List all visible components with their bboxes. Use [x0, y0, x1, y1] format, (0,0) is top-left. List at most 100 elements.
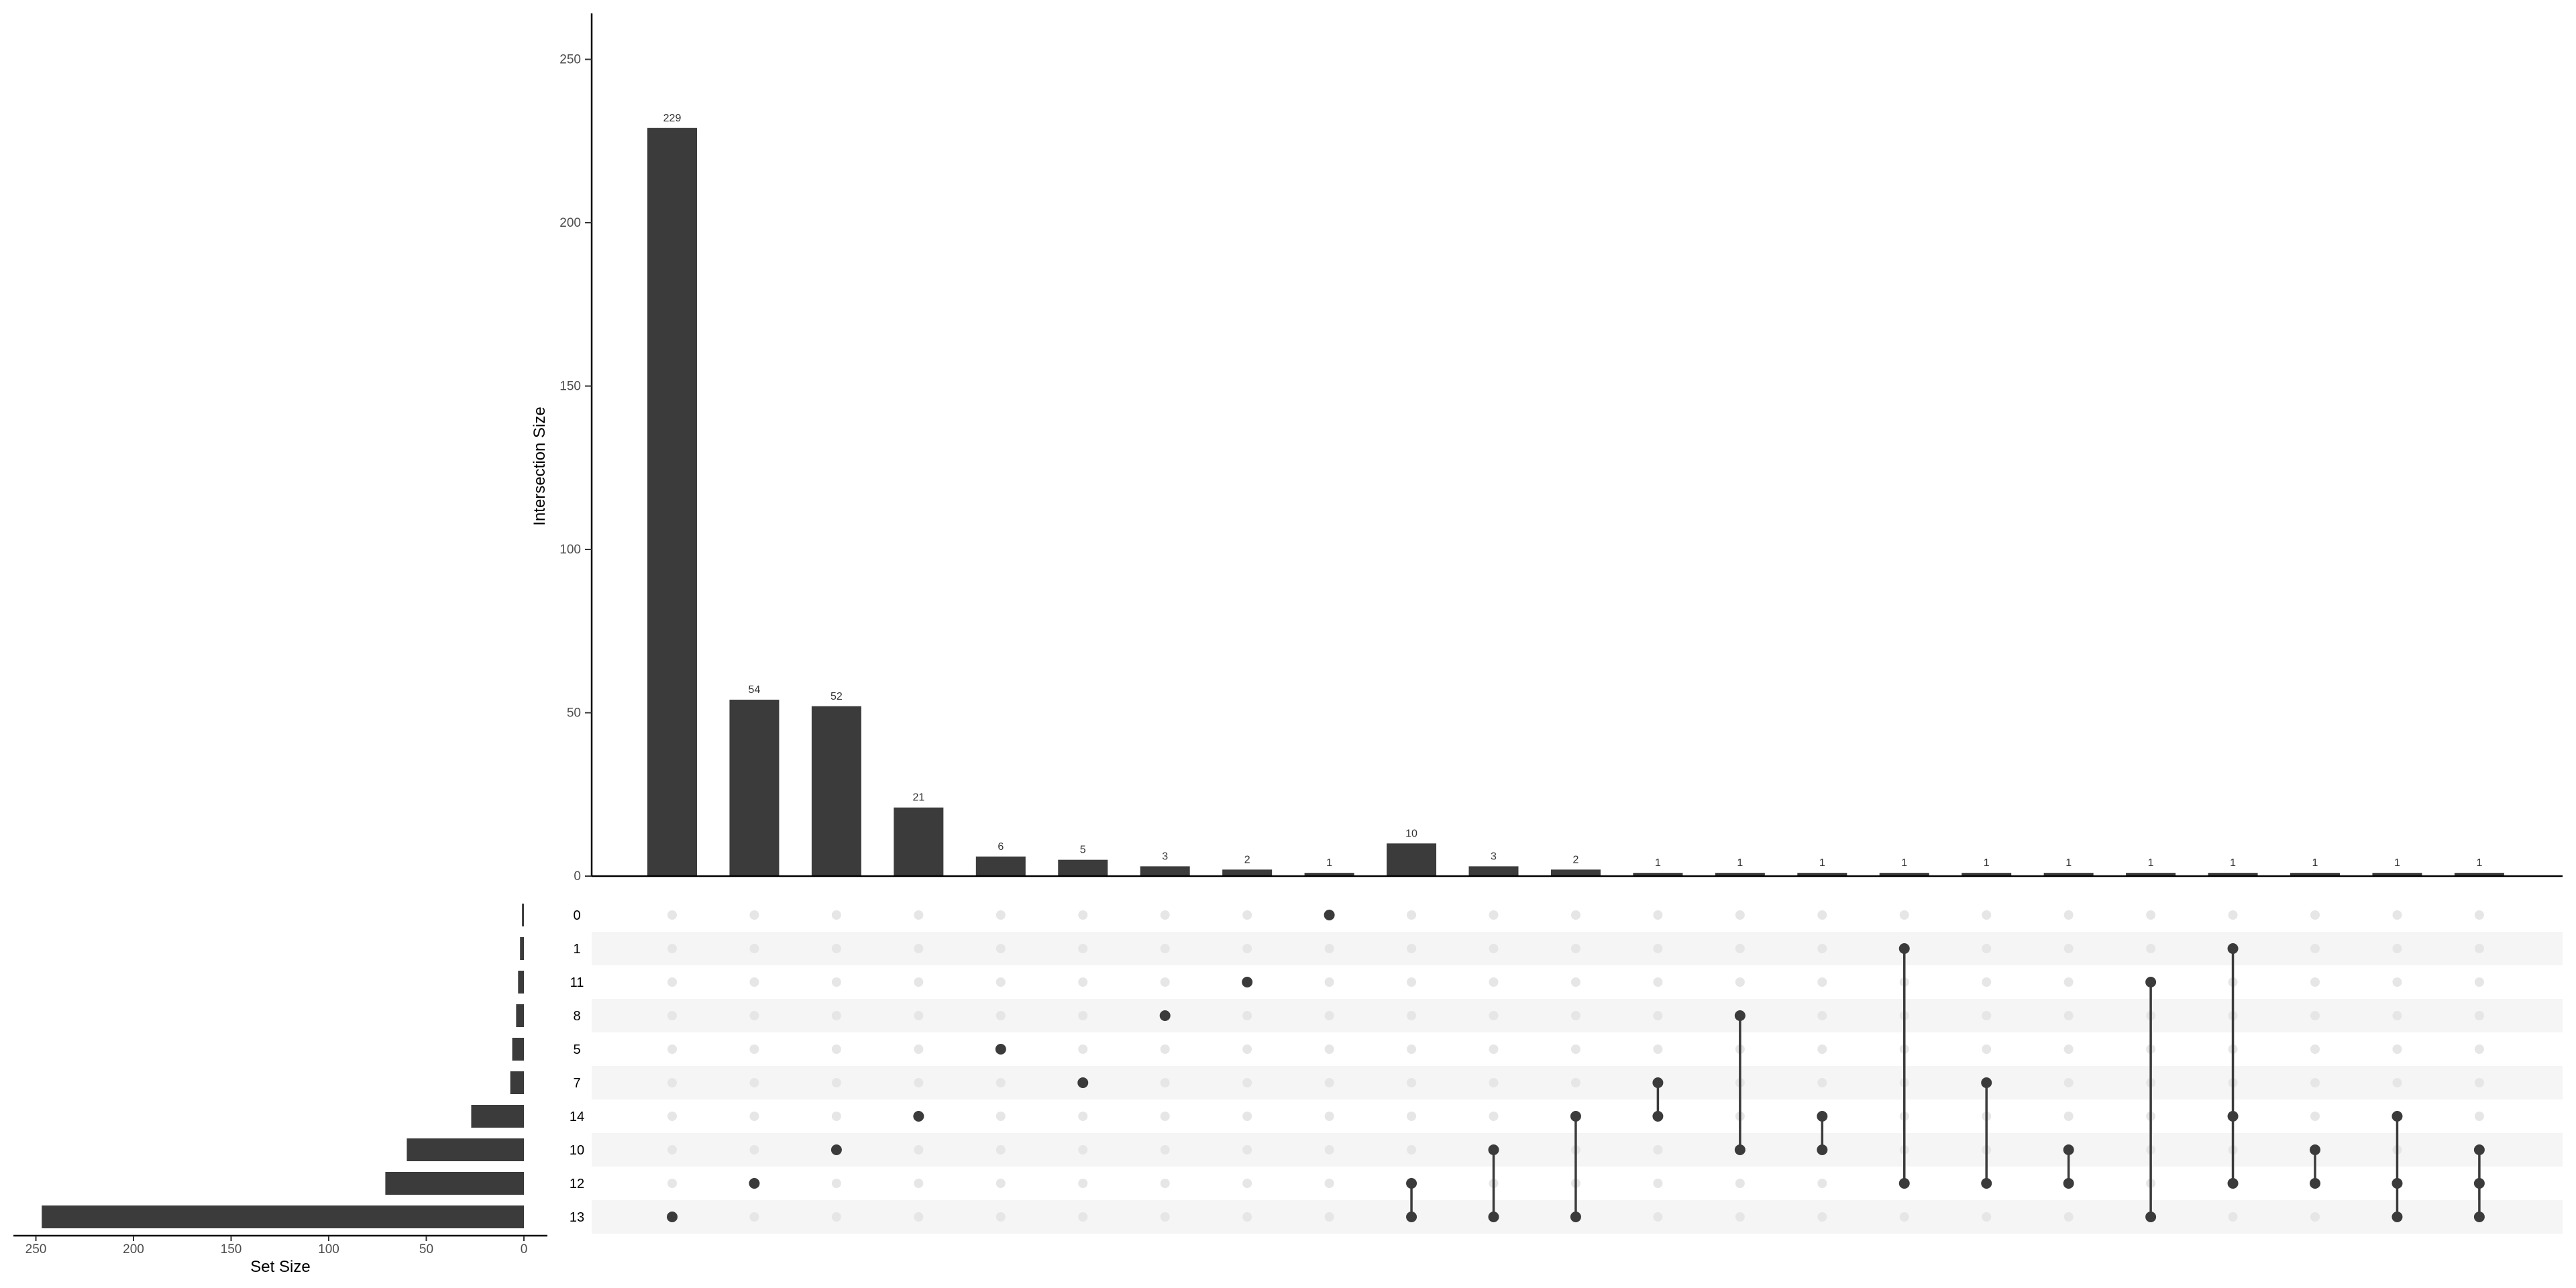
bar-value-label: 1	[2312, 857, 2318, 869]
matrix-dot-inactive	[1570, 944, 1580, 953]
matrix-dot-inactive	[1653, 944, 1663, 953]
intersection-bar	[1222, 869, 1273, 876]
matrix-dot-inactive	[749, 977, 759, 987]
matrix-dot-inactive	[749, 1212, 759, 1222]
matrix-dot-inactive	[1570, 1078, 1580, 1087]
matrix-dot-inactive	[1489, 910, 1499, 920]
bar-value-label: 21	[912, 792, 924, 804]
matrix-dot-inactive	[667, 1011, 677, 1020]
intersection-axis-title: Intersection Size	[531, 407, 549, 525]
matrix-dot-inactive	[1324, 977, 1334, 987]
bar-value-label: 1	[2394, 857, 2400, 869]
matrix-dot-inactive	[1078, 910, 1088, 920]
matrix-dot-inactive	[2146, 910, 2156, 920]
matrix-dot-active	[2473, 1212, 2485, 1222]
matrix-dot-inactive	[1899, 910, 1909, 920]
matrix-dot-active	[1488, 1212, 1499, 1222]
matrix-dot-inactive	[1489, 1011, 1499, 1020]
intersection-bar	[1304, 873, 1354, 876]
matrix-dot-active	[1734, 1010, 1746, 1021]
matrix-dot-inactive	[1817, 1011, 1827, 1020]
matrix-dot-inactive	[1324, 1145, 1334, 1155]
matrix-dot-inactive	[1242, 1112, 1252, 1121]
matrix-dot-inactive	[1160, 1044, 1170, 1054]
matrix-dot-inactive	[2310, 977, 2320, 987]
matrix-dot-inactive	[749, 1044, 759, 1054]
matrix-dot-inactive	[914, 1044, 924, 1054]
matrix-dot-inactive	[914, 944, 924, 953]
matrix-dot-inactive	[2063, 1212, 2074, 1222]
bar-value-label: 1	[1819, 857, 1825, 869]
matrix-dot-active	[1242, 977, 1253, 987]
intersection-bar	[1550, 869, 1601, 876]
set-label: 0	[573, 908, 580, 923]
matrix-dot-active	[2473, 1144, 2485, 1155]
intersection-bar	[2208, 873, 2258, 876]
bar-value-label: 1	[1655, 857, 1661, 869]
matrix-dot-inactive	[914, 1179, 924, 1188]
intersection-bar	[647, 127, 697, 876]
matrix-dot-inactive	[1982, 910, 1992, 920]
matrix-dot-active	[2227, 943, 2239, 954]
matrix-dot-inactive	[1570, 1011, 1580, 1020]
matrix-dot-inactive	[2474, 1078, 2484, 1087]
intersection-bar	[1962, 873, 2012, 876]
matrix-dot-inactive	[1160, 1145, 1170, 1155]
matrix-dot-inactive	[1242, 1212, 1252, 1222]
matrix-dot-inactive	[1160, 1212, 1170, 1222]
matrix-dot-inactive	[1078, 977, 1088, 987]
matrix-dot-inactive	[2228, 1212, 2238, 1222]
matrix-dot-inactive	[667, 1179, 677, 1188]
matrix-dot-active	[1406, 1178, 1417, 1189]
intersection-bar	[1058, 859, 1108, 876]
matrix-dot-inactive	[2063, 1044, 2074, 1054]
matrix-dot-inactive	[667, 944, 677, 953]
matrix-dot-active	[1406, 1212, 1417, 1222]
matrix-dot-inactive	[1242, 1179, 1252, 1188]
intersection-bar	[1140, 866, 1190, 876]
matrix-dot-inactive	[2063, 910, 2074, 920]
matrix-dot-inactive	[1653, 1145, 1663, 1155]
matrix-dot-inactive	[914, 1011, 924, 1020]
matrix-dot-inactive	[1324, 944, 1334, 953]
matrix-dot-inactive	[667, 1078, 677, 1087]
matrix-dot-inactive	[749, 1011, 759, 1020]
matrix-dot-inactive	[831, 1112, 841, 1121]
matrix-dot-inactive	[831, 1011, 841, 1020]
matrix-dot-active	[1898, 1178, 1910, 1189]
set-size-bar	[518, 971, 524, 994]
bar-value-label: 3	[1491, 851, 1497, 862]
intersection-bar	[811, 706, 861, 876]
matrix-dot-active	[1652, 1111, 1664, 1122]
matrix-dot-inactive	[996, 1179, 1006, 1188]
matrix-dot-inactive	[1982, 1212, 1992, 1222]
matrix-dot-active	[1817, 1144, 1828, 1155]
matrix-dot-inactive	[1817, 910, 1827, 920]
matrix-dot-active	[995, 1044, 1006, 1055]
bar-value-label: 1	[1737, 857, 1743, 869]
matrix-dot-inactive	[2228, 910, 2238, 920]
matrix-dot-inactive	[1735, 944, 1745, 953]
set-label: 14	[570, 1110, 584, 1124]
set-size-tick-label: 100	[318, 1242, 339, 1256]
matrix-dot-inactive	[1570, 977, 1580, 987]
matrix-dot-inactive	[831, 1078, 841, 1087]
matrix-dot-inactive	[1489, 977, 1499, 987]
matrix-dot-inactive	[2392, 1011, 2402, 1020]
intersection-bar	[2043, 873, 2094, 876]
matrix-dot-inactive	[996, 944, 1006, 953]
set-size-bar	[522, 904, 524, 926]
matrix-dot-inactive	[1242, 1011, 1252, 1020]
bar-value-label: 6	[998, 841, 1004, 853]
set-label: 11	[570, 975, 584, 990]
set-label: 1	[573, 942, 580, 957]
matrix-dot-inactive	[996, 1212, 1006, 1222]
intersection-bar	[1468, 866, 1519, 876]
intersection-bar	[1387, 843, 1437, 876]
matrix-dot-inactive	[914, 1212, 924, 1222]
matrix-dot-inactive	[1242, 1044, 1252, 1054]
matrix-dot-inactive	[1078, 1145, 1088, 1155]
matrix-dot-active	[2145, 977, 2157, 987]
matrix-dot-inactive	[1817, 1044, 1827, 1054]
matrix-dot-inactive	[2063, 1112, 2074, 1121]
